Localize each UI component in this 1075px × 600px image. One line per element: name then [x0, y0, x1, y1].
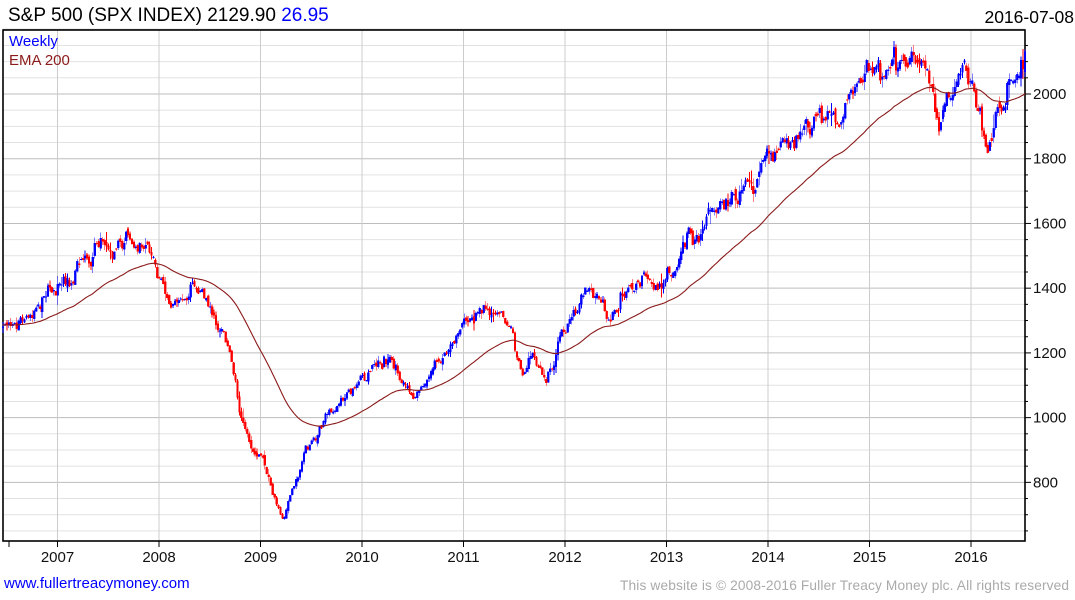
svg-text:2000: 2000	[1033, 86, 1066, 103]
svg-text:2008: 2008	[142, 549, 175, 566]
svg-text:2012: 2012	[548, 549, 581, 566]
svg-text:2009: 2009	[244, 549, 277, 566]
svg-text:2007: 2007	[41, 549, 74, 566]
svg-text:800: 800	[1033, 474, 1058, 491]
svg-text:2014: 2014	[751, 549, 784, 566]
svg-text:1200: 1200	[1033, 345, 1066, 362]
svg-text:2015: 2015	[853, 549, 886, 566]
svg-text:1800: 1800	[1033, 151, 1066, 168]
svg-text:1600: 1600	[1033, 215, 1066, 232]
svg-text:2010: 2010	[345, 549, 378, 566]
svg-text:2011: 2011	[447, 549, 479, 566]
svg-text:2016: 2016	[954, 549, 987, 566]
svg-text:2013: 2013	[650, 549, 683, 566]
svg-text:1000: 1000	[1033, 410, 1066, 427]
svg-text:1400: 1400	[1033, 280, 1066, 297]
